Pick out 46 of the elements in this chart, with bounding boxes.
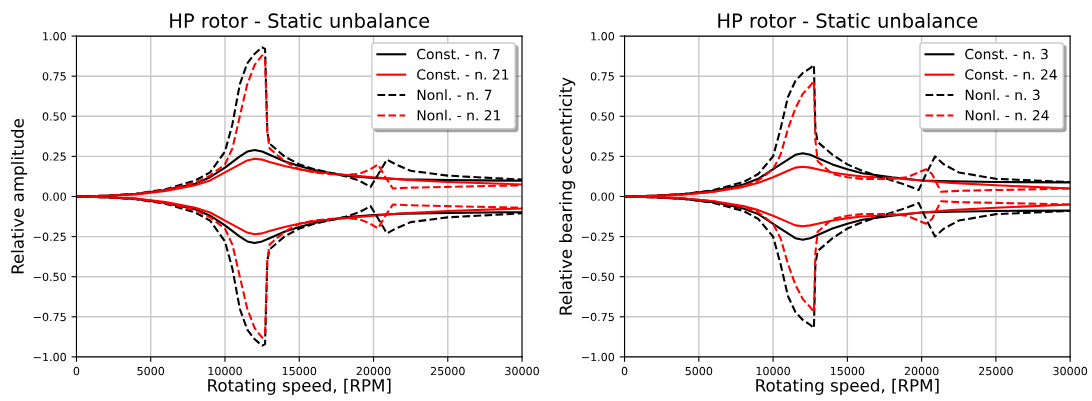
y-tick-label: 0.75 [590,72,614,81]
legend-label: Const. - n. 24 [965,69,1057,80]
legend-label: Nonl. - n. 3 [965,89,1040,101]
y-tick-label: −0.75 [581,312,614,322]
x-tick-label: 20000 [904,366,939,376]
y-tick-label: 1.00 [591,32,615,41]
y-tick-label: 0.00 [42,192,66,201]
y-axis-title: Relative amplitude [10,119,28,274]
x-tick-label: 30000 [1053,366,1088,376]
legend-label: Const. - n. 21 [417,69,509,80]
x-tick-label: 5000 [137,366,165,376]
y-tick-label: 0.00 [590,192,615,201]
y-tick-label: 0.50 [42,112,66,121]
x-tick-label: 10000 [208,366,242,376]
x-tick-label: 20000 [356,366,391,376]
y-tick-label: −1.00 [581,352,615,362]
x-tick-label: 25000 [979,366,1013,376]
x-axis-title: Rotating speed, [RPM] [756,378,939,395]
x-tick-label: 0 [73,366,80,376]
x-tick-label: 30000 [505,366,539,376]
y-tick-label: 0.25 [590,152,614,161]
y-tick-label: −0.50 [581,272,615,282]
y-tick-label: −0.25 [581,232,614,241]
chart-title: HP rotor - Static unbalance [718,12,978,29]
legend-label: Nonl. - n. 21 [417,109,501,121]
y-axis-title: Relative bearing eccentricity [559,77,576,315]
x-tick-label: 15000 [830,366,865,376]
y-tick-label: 0.50 [590,112,615,121]
y-tick-label: −0.50 [33,272,66,282]
y-tick-label: 0.25 [42,152,66,161]
x-tick-label: 0 [621,366,628,376]
legend-label: Const. - n. 7 [417,48,500,60]
y-tick-label: −0.25 [33,232,66,241]
legend-label: Nonl. - n. 24 [965,109,1049,121]
legend-label: Const. - n. 3 [965,48,1048,60]
x-tick-label: 15000 [282,366,317,376]
x-tick-label: 10000 [756,366,791,376]
x-axis-title: Rotating speed, [RPM] [208,378,391,395]
legend-label: Nonl. - n. 7 [417,89,492,101]
chart-title: HP rotor - Static unbalance [170,12,430,29]
x-tick-label: 25000 [430,366,465,376]
y-tick-label: −0.75 [33,312,66,322]
y-tick-label: 0.75 [42,72,66,81]
x-tick-label: 5000 [685,366,713,376]
y-tick-label: −1.00 [33,352,66,362]
y-tick-label: 1.00 [43,32,66,41]
